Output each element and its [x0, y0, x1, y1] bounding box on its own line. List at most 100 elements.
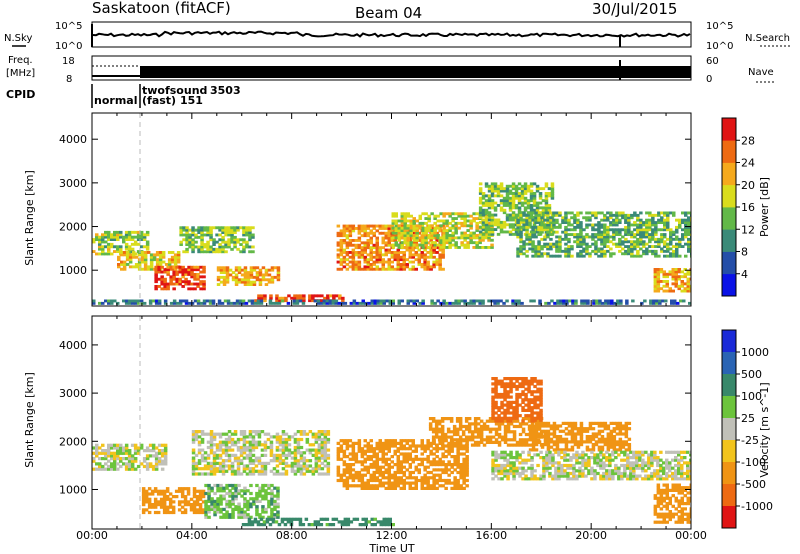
- heatmap-cell: [191, 440, 196, 444]
- heatmap-cell: [479, 430, 484, 434]
- heatmap-cell: [666, 221, 670, 224]
- heatmap-cell: [133, 299, 138, 303]
- heatmap-cell: [444, 470, 448, 475]
- heatmap-cell: [511, 199, 516, 203]
- heatmap-cell: [326, 296, 330, 300]
- heatmap-cell: [440, 419, 445, 423]
- heatmap-cell: [323, 456, 328, 460]
- heatmap-cell: [151, 446, 156, 450]
- heatmap-cell: [165, 505, 170, 509]
- heatmap-cell: [257, 472, 262, 476]
- heatmap-cell: [533, 379, 537, 383]
- heatmap-cell: [423, 457, 427, 461]
- heatmap-cell: [189, 503, 194, 507]
- nsearch-tick-top: 10^5: [706, 21, 733, 32]
- heatmap-cell: [414, 449, 418, 453]
- heatmap-cell: [402, 255, 406, 259]
- heatmap-cell: [653, 280, 658, 283]
- heatmap-cell: [391, 212, 395, 216]
- heatmap-cell: [364, 523, 368, 527]
- heatmap-cell: [552, 225, 556, 229]
- heatmap-cell: [402, 481, 406, 485]
- heatmap-cell: [441, 455, 445, 459]
- heatmap-cell: [550, 299, 554, 303]
- heatmap-cell: [524, 382, 528, 386]
- heatmap-cell: [684, 230, 688, 234]
- heatmap-cell: [511, 216, 516, 219]
- heatmap-cell: [534, 216, 538, 220]
- heatmap-cell: [234, 491, 238, 496]
- heatmap-cell: [511, 232, 516, 236]
- heatmap-cell: [203, 233, 207, 237]
- heatmap-cell: [411, 248, 415, 252]
- heatmap-cell: [426, 484, 430, 488]
- heatmap-cell: [251, 472, 256, 476]
- heatmap-cell: [240, 507, 244, 511]
- heatmap-cell: [218, 247, 222, 251]
- heatmap-cell: [206, 245, 210, 249]
- heatmap-cell: [543, 242, 547, 246]
- heatmap-cell: [305, 437, 310, 442]
- heatmap-cell: [678, 218, 682, 222]
- heatmap-cell: [506, 400, 510, 404]
- heatmap-cell: [433, 246, 437, 249]
- heatmap-cell: [131, 253, 136, 257]
- heatmap-cell: [594, 249, 598, 253]
- heatmap-cell: [680, 270, 684, 274]
- heatmap-cell: [491, 408, 495, 412]
- heatmap-cell: [564, 237, 568, 241]
- heatmap-cell: [153, 505, 158, 509]
- heatmap-cell: [245, 453, 250, 457]
- freq-tick-top: 18: [62, 56, 75, 67]
- heatmap-cell: [509, 419, 513, 423]
- heatmap-cell: [208, 301, 213, 305]
- heatmap-cell: [509, 438, 514, 442]
- heatmap-cell: [478, 201, 483, 205]
- heatmap-cell: [396, 478, 400, 483]
- heatmap-cell: [461, 432, 466, 437]
- heatmap-cell: [252, 497, 256, 501]
- heatmap-cell: [184, 282, 188, 286]
- heatmap-cell: [270, 491, 274, 496]
- heatmap-cell: [515, 419, 520, 423]
- heatmap-cell: [515, 414, 519, 418]
- heatmap-cell: [104, 240, 108, 244]
- heatmap-cell: [479, 438, 484, 442]
- heatmap-cell: [530, 419, 534, 423]
- heatmap-cell: [456, 484, 460, 488]
- heatmap-cell: [369, 239, 373, 242]
- heatmap-cell: [369, 248, 373, 252]
- heatmap-cell: [493, 301, 497, 305]
- heatmap-cell: [387, 258, 391, 262]
- heatmap-cell: [239, 472, 244, 476]
- heatmap-cell: [427, 236, 431, 240]
- heatmap-cell: [418, 243, 422, 247]
- heatmap-cell: [453, 484, 457, 488]
- heatmap-cell: [345, 465, 350, 469]
- heatmap-cell: [144, 508, 149, 512]
- heatmap-cell: [491, 411, 495, 415]
- heatmap-cell: [242, 456, 247, 460]
- heatmap-cell: [363, 258, 367, 262]
- heatmap-cell: [391, 214, 395, 218]
- heatmap-cell: [314, 456, 319, 460]
- heatmap-cell: [231, 515, 235, 519]
- heatmap-cell: [219, 266, 224, 270]
- heatmap-cell: [155, 258, 160, 262]
- heatmap-cell: [388, 520, 392, 524]
- heatmap-cell: [420, 457, 424, 461]
- heatmap-cell: [408, 473, 412, 477]
- heatmap-cell: [222, 489, 226, 493]
- heatmap-cell: [497, 379, 501, 383]
- heatmap-cell: [527, 398, 531, 402]
- heatmap-cell: [239, 445, 244, 450]
- heatmap-cell: [672, 252, 676, 256]
- heatmap-cell: [473, 435, 478, 439]
- heatmap-cell: [122, 457, 126, 461]
- heatmap-cell: [340, 301, 345, 305]
- heatmap-cell: [346, 520, 351, 524]
- heatmap-cell: [243, 510, 247, 514]
- heatmap-cell: [284, 296, 288, 300]
- heatmap-cell: [275, 299, 279, 303]
- heatmap-cell: [187, 282, 191, 286]
